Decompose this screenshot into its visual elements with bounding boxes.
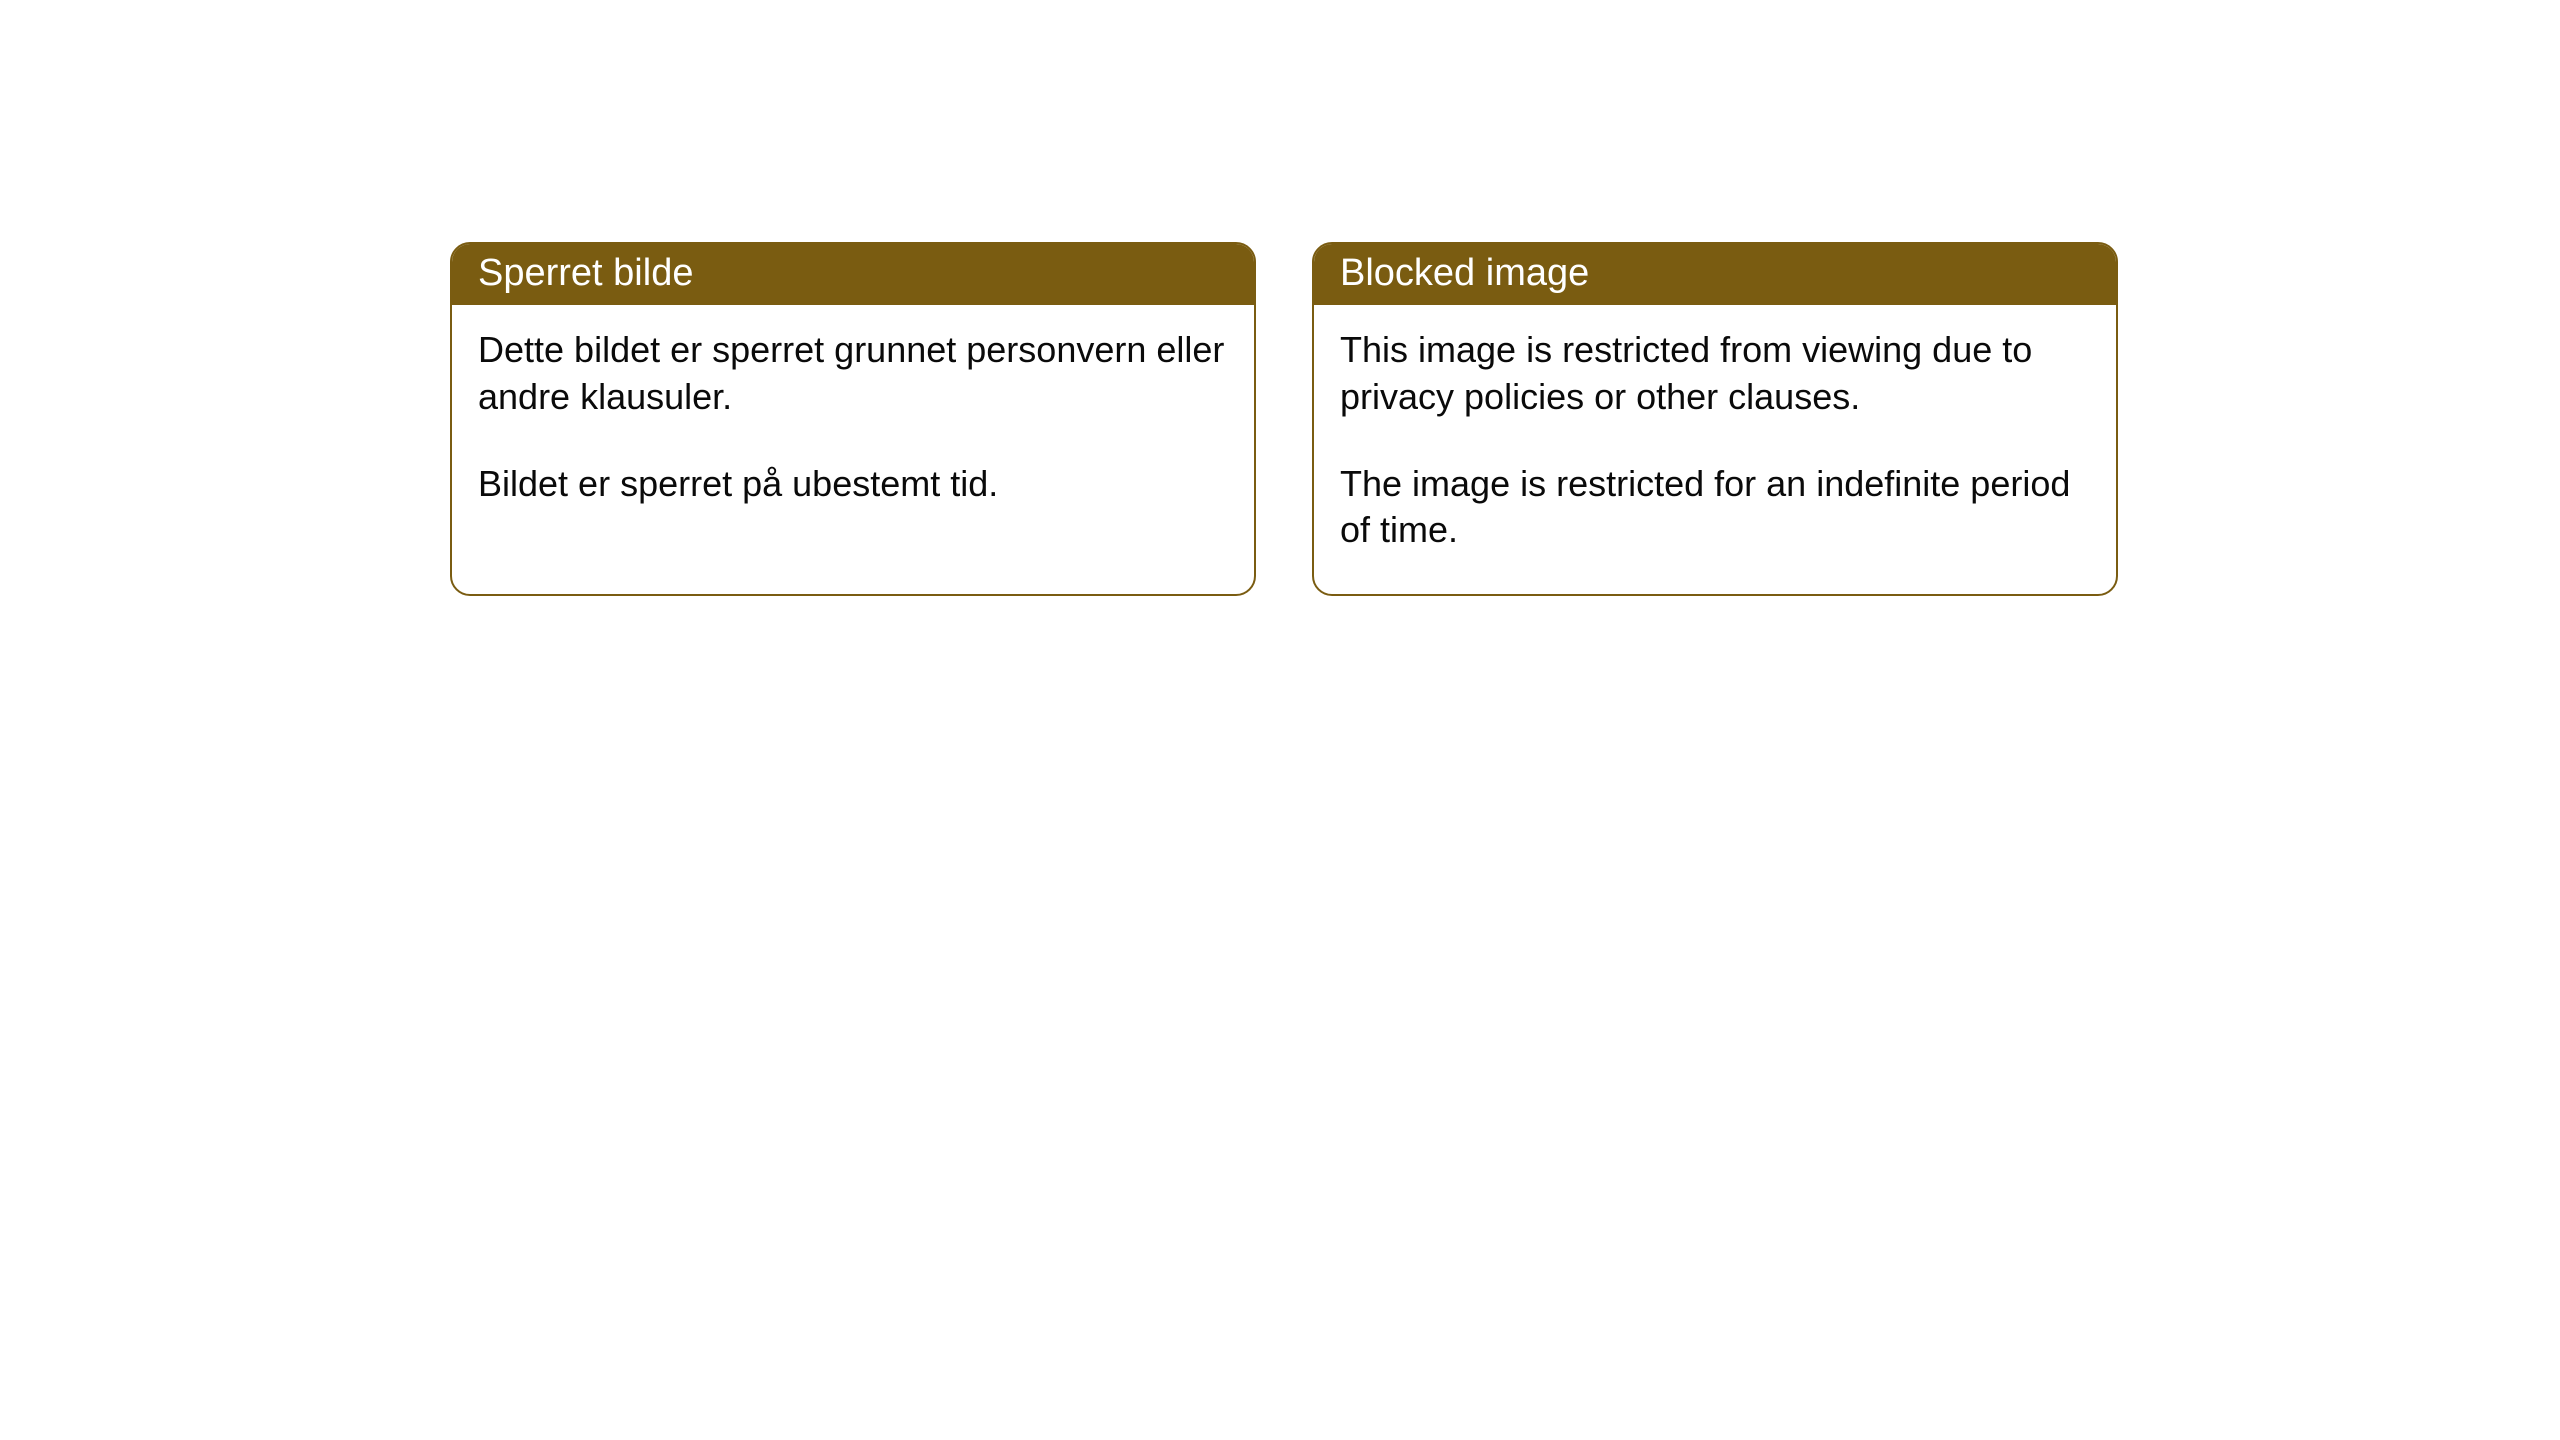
card-title: Blocked image [1340, 252, 1589, 294]
card-body: This image is restricted from viewing du… [1314, 305, 2116, 594]
card-paragraph-1: This image is restricted from viewing du… [1340, 327, 2090, 421]
card-paragraph-2: Bildet er sperret på ubestemt tid. [478, 461, 1228, 508]
notice-cards-container: Sperret bilde Dette bildet er sperret gr… [0, 0, 2560, 596]
card-paragraph-2: The image is restricted for an indefinit… [1340, 461, 2090, 555]
card-paragraph-1: Dette bildet er sperret grunnet personve… [478, 327, 1228, 421]
card-title: Sperret bilde [478, 252, 693, 294]
blocked-image-card-en: Blocked image This image is restricted f… [1312, 242, 2118, 596]
card-body: Dette bildet er sperret grunnet personve… [452, 305, 1254, 547]
card-header: Sperret bilde [452, 244, 1254, 305]
card-header: Blocked image [1314, 244, 2116, 305]
blocked-image-card-no: Sperret bilde Dette bildet er sperret gr… [450, 242, 1256, 596]
